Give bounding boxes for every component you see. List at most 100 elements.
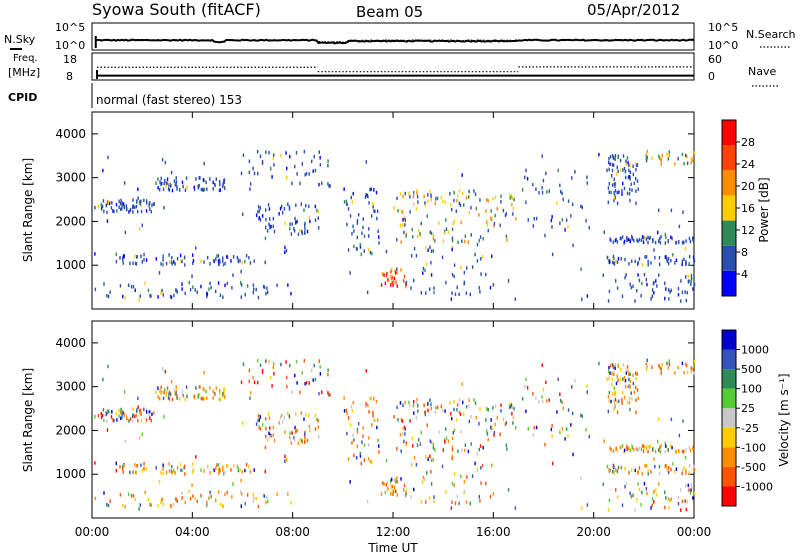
- velocity-point: [105, 412, 107, 417]
- velocity-point: [684, 499, 686, 503]
- velocity-point: [585, 428, 587, 432]
- power-point: [478, 286, 480, 290]
- velocity-point: [613, 400, 615, 404]
- power-ytick-label-3: 1000: [55, 258, 86, 272]
- power-point: [479, 290, 481, 294]
- velocity-point: [626, 447, 629, 451]
- velocity-point: [164, 387, 166, 392]
- velocity-point: [390, 477, 393, 482]
- velocity-point: [403, 425, 406, 430]
- velocity-point: [653, 500, 655, 504]
- power-point: [125, 204, 128, 208]
- power-point: [160, 262, 162, 266]
- velocity-point: [693, 491, 696, 496]
- power-point: [680, 279, 682, 283]
- power-point: [690, 279, 692, 283]
- power-point: [458, 201, 461, 206]
- power-point: [650, 297, 652, 301]
- power-point: [391, 275, 394, 280]
- power-colorbar-tick-label: 28: [741, 136, 755, 149]
- velocity-point: [693, 467, 696, 472]
- power-point: [614, 184, 616, 188]
- power-point: [403, 230, 405, 235]
- power-point: [645, 158, 648, 163]
- velocity-point: [107, 364, 109, 369]
- power-point: [124, 296, 126, 300]
- power-point: [357, 213, 360, 217]
- velocity-point: [535, 425, 538, 430]
- power-point: [521, 188, 524, 192]
- velocity-point: [176, 499, 178, 503]
- velocity-colorbar-segment: [722, 466, 736, 487]
- velocity-point: [113, 418, 115, 423]
- power-point: [145, 258, 148, 262]
- velocity-point: [284, 430, 286, 434]
- velocity-point: [515, 426, 517, 430]
- power-point: [319, 163, 322, 167]
- power-point: [166, 181, 168, 186]
- power-point: [544, 233, 546, 238]
- velocity-point: [640, 502, 642, 507]
- power-point: [441, 199, 444, 204]
- velocity-point: [119, 493, 122, 497]
- power-point: [619, 158, 622, 163]
- power-point: [654, 255, 656, 260]
- power-point: [451, 207, 453, 212]
- velocity-point: [613, 404, 615, 409]
- power-colorbar-tick-label: 20: [741, 180, 755, 193]
- velocity-point: [174, 471, 176, 475]
- power-point: [124, 230, 127, 235]
- power-point: [253, 171, 256, 176]
- velocity-point: [404, 427, 407, 431]
- velocity-point: [468, 404, 470, 408]
- power-point: [362, 217, 364, 221]
- power-point: [693, 162, 696, 166]
- power-point: [356, 235, 359, 240]
- velocity-point: [538, 400, 540, 404]
- velocity-point: [451, 445, 454, 449]
- velocity-point: [610, 447, 612, 452]
- velocity-point: [693, 468, 695, 472]
- velocity-point: [645, 486, 648, 491]
- velocity-point: [226, 464, 229, 468]
- velocity-point: [441, 408, 444, 413]
- power-point: [580, 267, 582, 271]
- velocity-point: [626, 365, 629, 369]
- velocity-point: [550, 427, 553, 432]
- velocity-point: [432, 458, 434, 462]
- power-point: [264, 236, 267, 241]
- velocity-point: [259, 363, 262, 368]
- power-point: [276, 283, 278, 288]
- velocity-colorbar-segment: [722, 408, 736, 428]
- power-point: [376, 216, 378, 221]
- velocity-point: [308, 413, 310, 418]
- power-point: [424, 268, 426, 273]
- velocity-point: [680, 488, 682, 492]
- power-point: [378, 235, 380, 239]
- power-point: [106, 200, 109, 204]
- velocity-point: [445, 427, 447, 431]
- velocity-point: [312, 378, 314, 382]
- power-point: [266, 286, 268, 291]
- power-point: [200, 259, 202, 263]
- power-point: [432, 249, 434, 253]
- velocity-point: [449, 401, 451, 405]
- velocity-point: [218, 471, 220, 476]
- power-point: [263, 285, 266, 289]
- power-point: [97, 204, 100, 209]
- power-point: [693, 259, 695, 263]
- power-point: [224, 283, 226, 288]
- power-point: [416, 191, 418, 195]
- power-point: [509, 193, 511, 197]
- time-tick-label: 20:00: [576, 525, 611, 539]
- velocity-point: [403, 483, 406, 488]
- velocity-point: [218, 389, 221, 393]
- velocity-point: [482, 445, 484, 450]
- velocity-point: [478, 447, 480, 452]
- power-point: [607, 160, 610, 165]
- power-point: [184, 188, 187, 193]
- velocity-point: [451, 500, 453, 504]
- velocity-point: [470, 442, 472, 446]
- velocity-point: [132, 407, 134, 411]
- velocity-point: [433, 499, 435, 504]
